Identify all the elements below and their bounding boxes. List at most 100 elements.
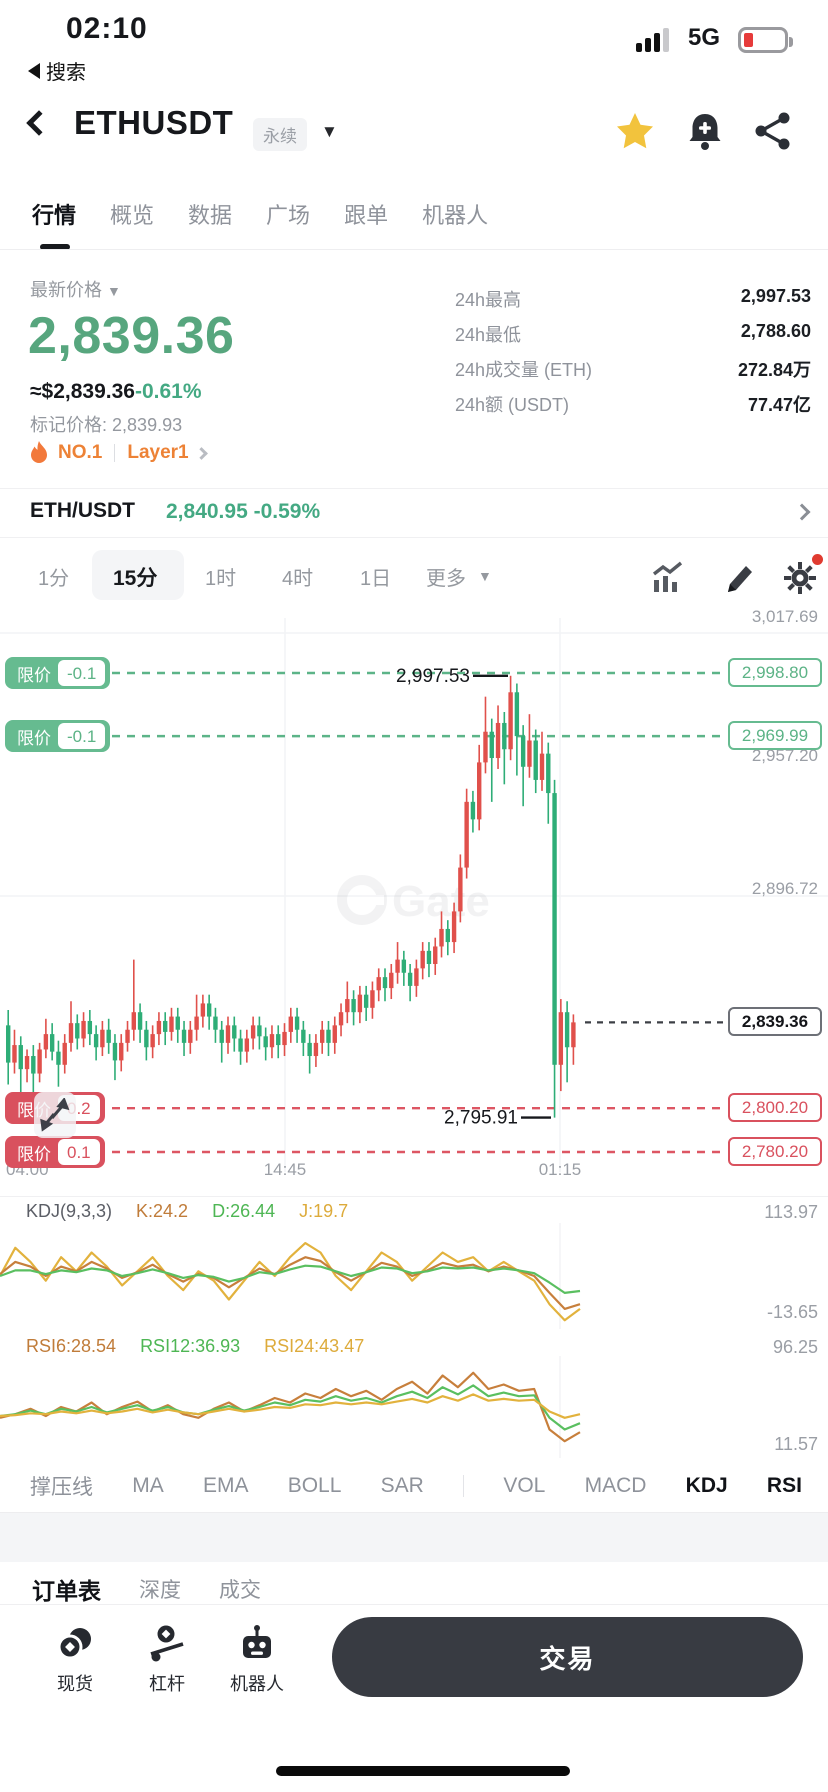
share-icon[interactable] (752, 110, 794, 152)
order-price-tag: 2,780.20 (728, 1137, 822, 1166)
candlestick-chart-area[interactable]: Gate 2,997.53 2,795.91 3,017.69 2,957.20 2,8… (0, 600, 828, 1195)
indicator-tab-MACD[interactable]: MACD (584, 1474, 647, 1497)
y-axis-label: 3,017.69 (751, 607, 818, 626)
kdj-axis-min: -13.65 (766, 1302, 818, 1322)
limit-order-tag[interactable]: 限价 0.1 (5, 1136, 105, 1168)
signal-strength-icon (636, 28, 669, 52)
draw-tools-icon[interactable] (720, 560, 756, 596)
timeframe-1时[interactable]: 1时 (205, 568, 237, 590)
divider (463, 1475, 465, 1497)
order-price-tag: 2,998.80 (728, 658, 822, 687)
change-24h: -0.61% (134, 380, 202, 403)
kdj-header: KDJ(9,3,3) K:24.2 D:26.44 J:19.7 (26, 1201, 348, 1222)
back-to-search-link[interactable]: 搜索 (28, 56, 86, 85)
leverage-icon (122, 1622, 212, 1666)
network-type-label: 5G (688, 24, 721, 51)
gear-icon[interactable] (782, 560, 818, 596)
stat-row: 24h最低 2,788.60 (455, 321, 811, 345)
order-price-tag: 2,969.99 (728, 721, 822, 751)
orderbook-tab-深度[interactable]: 深度 (139, 1579, 181, 1602)
nav-tab-数据[interactable]: 数据 (188, 203, 233, 228)
symbol-title: ETHUSDT (74, 104, 234, 141)
favorite-star-icon[interactable] (614, 110, 656, 152)
indicator-value-label: RSI12:36.93 (140, 1336, 241, 1356)
y-axis-label: 2,957.20 (751, 746, 818, 765)
indicator-tab-RSI[interactable]: RSI (766, 1474, 802, 1497)
price-alert-bell-icon[interactable] (684, 110, 726, 152)
trade-button[interactable]: 交易 (332, 1617, 803, 1697)
back-triangle-icon (28, 62, 40, 79)
indicator-tab-撑压线[interactable]: 撑压线 (30, 1476, 93, 1499)
indicator-tab-VOL[interactable]: VOL (503, 1474, 546, 1497)
nav-tab-跟单[interactable]: 跟单 (344, 203, 389, 228)
mark-price-row: 标记价格: 2,839.93 (30, 415, 183, 435)
notification-dot (812, 554, 823, 565)
indicator-tab-KDJ[interactable]: KDJ (685, 1474, 728, 1497)
indicator-value-label: D:26.44 (212, 1201, 276, 1221)
chevron-down-icon: ▼ (478, 568, 492, 584)
indicator-tab-EMA[interactable]: EMA (202, 1474, 249, 1497)
order-price-tag: 2,800.20 (728, 1093, 822, 1123)
bottom-item-spot[interactable]: 现货 (30, 1622, 120, 1696)
chevron-right-icon (194, 446, 208, 460)
rsi-axis-max: 96.25 (772, 1337, 818, 1357)
stat-row: 24h最高 2,997.53 (455, 286, 811, 310)
bottom-item-bot[interactable]: 机器人 (212, 1622, 302, 1696)
battery-icon (738, 27, 793, 53)
chart-style-icon[interactable] (650, 560, 686, 596)
indicator-value-label: RSI24:43.47 (264, 1336, 365, 1356)
timeframe-more-button[interactable]: 更多 (426, 568, 466, 590)
indicator-value-label: RSI6:28.54 (26, 1336, 117, 1356)
flame-icon (31, 441, 47, 463)
nav-tab-机器人[interactable]: 机器人 (422, 203, 489, 228)
rsi-axis-min: 11.57 (774, 1434, 818, 1454)
robot-icon (212, 1622, 302, 1666)
timeframe-4时[interactable]: 4时 (282, 568, 314, 590)
nav-tab-概览[interactable]: 概览 (110, 203, 155, 228)
indicator-value-label: J:19.7 (299, 1201, 349, 1221)
stat-row: 24h额 (USDT) 77.47亿 (455, 395, 811, 415)
indicator-value-label: K:24.2 (136, 1201, 189, 1221)
indicator-tab-MA[interactable]: MA (132, 1474, 164, 1497)
svg-text:2,795.91: 2,795.91 (444, 1108, 518, 1129)
back-to-search-label: 搜索 (46, 62, 86, 84)
symbol-dropdown-caret[interactable]: ▼ (321, 122, 338, 141)
indicator-tab-BOLL[interactable]: BOLL (287, 1474, 342, 1497)
rsi-indicator-pane[interactable]: RSI6:28.54 RSI12:36.93 RSI24:43.47 96.25 1… (0, 1332, 828, 1462)
rank-badge: NO.1 (58, 442, 103, 463)
contract-type-badge: 永续 (253, 118, 307, 151)
timeframe-15分[interactable]: 15分 (113, 567, 158, 590)
mark-price-value: 2,839.93 (112, 415, 183, 435)
bottom-item-margin[interactable]: 杠杆 (122, 1622, 212, 1696)
coin-icon (30, 1622, 120, 1666)
battery-level-low (744, 33, 753, 47)
expand-chart-icon[interactable] (34, 1092, 76, 1138)
nav-tab-广场[interactable]: 广场 (266, 203, 311, 228)
limit-order-tag[interactable]: 限价 -0.1 (5, 657, 111, 689)
status-time: 02:10 (66, 12, 148, 45)
timeframe-active-pill (92, 550, 184, 600)
rank-category-link[interactable]: NO.1 Layer1 (28, 440, 208, 466)
divider (0, 249, 828, 250)
orderbook-tab-成交[interactable]: 成交 (219, 1579, 261, 1602)
spot-pair-label: ETH/USDT (30, 499, 135, 522)
x-axis-label: 14:45 (263, 1160, 307, 1179)
spot-pair-row[interactable] (0, 488, 828, 538)
orderbook-tab-订单表[interactable]: 订单表 (32, 1578, 101, 1604)
kdj-indicator-pane[interactable]: KDJ(9,3,3) K:24.2 D:26.44 J:19.7 113.97 -13… (0, 1196, 828, 1332)
timeframe-1分[interactable]: 1分 (38, 568, 70, 590)
svg-text:2,997.53: 2,997.53 (396, 666, 470, 687)
nav-tab-行情[interactable]: 行情 (32, 198, 76, 250)
back-button[interactable] (26, 110, 52, 136)
timeframe-1日[interactable]: 1日 (360, 568, 392, 590)
limit-order-tag[interactable]: 限价 -0.1 (5, 720, 111, 753)
stat-row: 24h成交量 (ETH) 272.84万 (455, 360, 811, 380)
x-axis-label: 01:15 (538, 1160, 582, 1179)
indicator-tab-SAR[interactable]: SAR (380, 1474, 424, 1497)
fiat-price-row: ≈$2,839.36-0.61% (30, 380, 202, 404)
chevron-down-icon: ▼ (107, 283, 121, 299)
last-price-dropdown[interactable]: 最新价格 ▼ (30, 280, 121, 300)
spot-price-change: 2,840.95 -0.59% (166, 500, 321, 523)
